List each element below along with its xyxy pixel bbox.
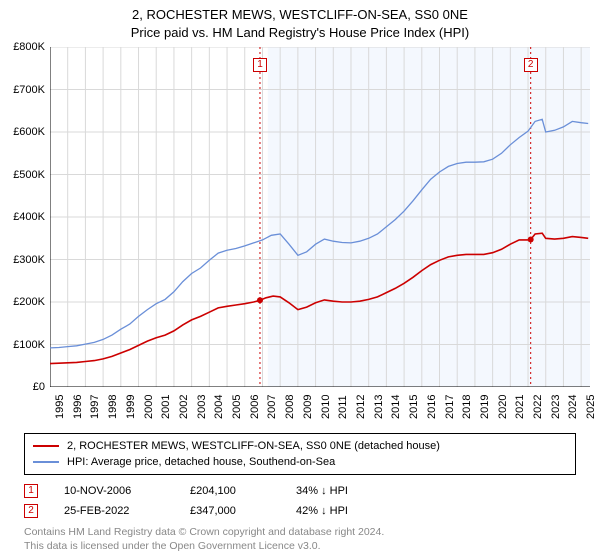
x-tick-label: 2001: [160, 395, 172, 419]
legend-row-hpi: HPI: Average price, detached house, Sout…: [33, 454, 567, 470]
sale-row: 2 25-FEB-2022 £347,000 42% ↓ HPI: [24, 501, 576, 521]
x-tick-label: 2000: [143, 395, 155, 419]
y-tick-label: £200K: [0, 296, 45, 308]
x-tick-label: 1995: [54, 395, 66, 419]
x-tick-label: 2023: [550, 395, 562, 419]
chart-title-block: 2, ROCHESTER MEWS, WESTCLIFF-ON-SEA, SS0…: [0, 0, 600, 41]
y-tick-label: £400K: [0, 211, 45, 223]
legend-box: 2, ROCHESTER MEWS, WESTCLIFF-ON-SEA, SS0…: [24, 433, 576, 475]
x-tick-label: 2011: [337, 395, 349, 419]
x-tick-label: 2016: [426, 395, 438, 419]
x-tick-label: 2002: [178, 395, 190, 419]
sale-row: 1 10-NOV-2006 £204,100 34% ↓ HPI: [24, 481, 576, 501]
sale-rows: 1 10-NOV-2006 £204,100 34% ↓ HPI 2 25-FE…: [24, 481, 576, 521]
legend-label-hpi: HPI: Average price, detached house, Sout…: [67, 456, 335, 468]
sale-marker-on-chart: 2: [524, 58, 538, 72]
legend-row-price-paid: 2, ROCHESTER MEWS, WESTCLIFF-ON-SEA, SS0…: [33, 438, 567, 454]
x-tick-label: 2013: [373, 395, 385, 419]
legend-swatch-hpi: [33, 461, 59, 463]
credits-line1: Contains HM Land Registry data © Crown c…: [24, 525, 576, 539]
x-tick-label: 2022: [532, 395, 544, 419]
chart-title-line2: Price paid vs. HM Land Registry's House …: [0, 24, 600, 42]
x-tick-label: 2009: [302, 395, 314, 419]
sale-date: 10-NOV-2006: [64, 485, 164, 497]
chart-container: { "title": { "line1": "2, ROCHESTER MEWS…: [0, 0, 600, 560]
y-tick-label: £0: [0, 381, 45, 393]
y-tick-label: £600K: [0, 126, 45, 138]
x-tick-label: 2010: [320, 395, 332, 419]
x-tick-label: 1997: [89, 395, 101, 419]
x-tick-label: 2018: [461, 395, 473, 419]
x-tick-label: 2017: [444, 395, 456, 419]
x-tick-label: 2005: [231, 395, 243, 419]
x-tick-label: 2014: [390, 395, 402, 419]
x-tick-label: 2008: [284, 395, 296, 419]
x-tick-label: 2007: [266, 395, 278, 419]
x-tick-label: 1996: [72, 395, 84, 419]
sale-marker-1: 1: [24, 484, 38, 498]
legend-label-price-paid: 2, ROCHESTER MEWS, WESTCLIFF-ON-SEA, SS0…: [67, 440, 440, 452]
credits-block: Contains HM Land Registry data © Crown c…: [24, 525, 576, 553]
x-tick-label: 2021: [514, 395, 526, 419]
sale-date: 25-FEB-2022: [64, 505, 164, 517]
sale-diff: 34% ↓ HPI: [296, 485, 348, 497]
x-tick-label: 1999: [125, 395, 137, 419]
x-tick-label: 2020: [497, 395, 509, 419]
chart-title-line1: 2, ROCHESTER MEWS, WESTCLIFF-ON-SEA, SS0…: [0, 6, 600, 24]
sale-price: £347,000: [190, 505, 270, 517]
x-tick-label: 1998: [107, 395, 119, 419]
chart-plot-area: £0£100K£200K£300K£400K£500K£600K£700K£80…: [50, 47, 590, 425]
sale-marker-2: 2: [24, 504, 38, 518]
x-tick-label: 2025: [585, 395, 597, 419]
x-tick-label: 2012: [355, 395, 367, 419]
y-tick-label: £300K: [0, 254, 45, 266]
x-tick-label: 2004: [213, 395, 225, 419]
x-tick-label: 2006: [249, 395, 261, 419]
y-tick-label: £100K: [0, 339, 45, 351]
sale-price: £204,100: [190, 485, 270, 497]
sale-diff: 42% ↓ HPI: [296, 505, 348, 517]
y-tick-label: £700K: [0, 84, 45, 96]
x-tick-label: 2003: [196, 395, 208, 419]
x-tick-label: 2015: [408, 395, 420, 419]
x-tick-label: 2019: [479, 395, 491, 419]
y-tick-label: £800K: [0, 41, 45, 53]
x-tick-label: 2024: [567, 395, 579, 419]
sale-marker-on-chart: 1: [253, 58, 267, 72]
credits-line2: This data is licensed under the Open Gov…: [24, 539, 576, 553]
legend-swatch-price-paid: [33, 445, 59, 447]
y-tick-label: £500K: [0, 169, 45, 181]
